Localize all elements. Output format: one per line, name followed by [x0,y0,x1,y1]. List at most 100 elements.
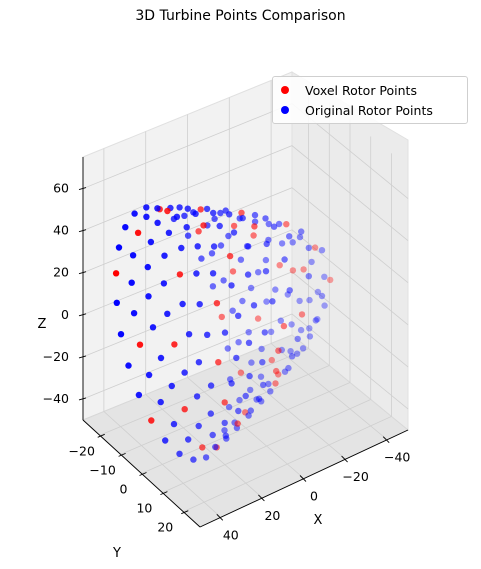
original-rotor-point [262,215,269,222]
voxel-rotor-point [238,209,245,216]
original-rotor-point [235,339,242,346]
original-rotor-point [209,431,216,439]
original-rotor-point [208,250,216,257]
original-rotor-point [135,391,143,399]
voxel-rotor-point [234,420,241,427]
y-tick-mark [118,452,126,457]
original-rotor-point [318,247,326,254]
original-rotor-point [255,395,263,402]
original-rotor-point [131,210,138,217]
original-rotor-point [289,239,296,246]
voxel-rotor-point [148,417,155,424]
z-axis-label: Z [38,317,47,332]
original-rotor-point [193,270,200,277]
original-rotor-point [220,277,227,284]
original-rotor-point [260,381,267,389]
original-rotor-point [143,204,150,211]
y-tick-mark [139,472,147,476]
original-rotor-point [130,310,138,317]
original-rotor-point [270,223,278,230]
original-rotor-point [207,410,214,417]
legend-marker-original [281,106,289,114]
original-rotor-point [195,359,203,366]
original-rotor-point [164,310,171,317]
original-rotor-point [236,396,243,404]
voxel-rotor-point [176,271,184,278]
voxel-rotor-point [254,315,262,322]
original-rotor-point [122,224,129,231]
y-tick-mark [181,510,189,515]
voxel-rotor-point [181,406,188,413]
z-tick-mark [78,397,87,401]
original-rotor-point [287,348,294,355]
original-rotor-point [211,215,218,222]
original-rotor-point [195,422,202,430]
x-tick-mark [382,436,390,444]
original-rotor-point [306,333,314,340]
original-rotor-point [181,369,188,376]
original-rotor-point [115,244,123,251]
original-rotor-point [277,317,284,324]
original-rotor-point [190,456,197,463]
original-rotor-point [113,299,121,306]
original-rotor-point [278,240,286,247]
original-rotor-point [247,386,254,394]
voxel-rotor-point [272,380,279,387]
voxel-rotor-point [134,229,142,236]
original-rotor-point [296,297,303,305]
original-rotor-point [263,240,270,248]
voxel-rotor-point [221,399,228,406]
original-rotor-point [261,329,268,336]
original-rotor-point [246,372,253,380]
original-rotor-point [228,380,235,387]
original-rotor-point [221,329,229,336]
original-rotor-point [165,229,173,236]
original-rotor-point [247,407,254,414]
data-points [112,204,334,463]
z-tick-label: 40 [53,223,69,238]
z-tick-label: −20 [43,349,69,364]
x-tick-label: −20 [342,469,368,484]
y-tick-label: −20 [69,443,95,458]
z-grid-line [82,229,409,326]
original-rotor-point [216,222,223,230]
voxel-rotor-point [213,300,221,307]
voxel-rotor-point [300,266,307,273]
voxel-rotor-point [283,221,290,228]
original-rotor-point [233,354,240,362]
z-tick-mark [78,271,87,275]
voxel-rotor-point [112,270,120,277]
voxel-rotor-point [311,244,319,251]
x-tick-label: 20 [264,508,280,523]
y-grid-line [141,382,351,474]
original-rotor-point [294,335,301,343]
y-axis-line [82,419,201,528]
voxel-rotor-point [199,444,206,451]
original-rotor-point [154,219,161,226]
legend-marker-voxel [281,86,289,94]
original-rotor-point [245,329,252,336]
original-rotor-point [262,268,270,275]
legend: Voxel Rotor Points Original Rotor Points [272,76,468,124]
original-rotor-point [305,273,312,280]
original-rotor-point [212,443,219,451]
original-rotor-point [173,213,181,220]
y-grid-line [183,416,392,513]
original-rotor-point [285,364,292,372]
voxel-rotor-point [242,409,249,416]
z-grid-line [82,313,409,410]
voxel-rotor-point [136,341,144,348]
original-rotor-point [267,328,275,335]
original-rotor-point [183,224,190,231]
original-rotor-point [160,280,168,287]
y-axis-label: Y [112,546,121,561]
original-rotor-point [149,324,157,331]
z-tick-mark [78,313,87,317]
original-rotor-point [162,437,169,444]
original-rotor-point [194,243,201,250]
original-rotor-point [228,282,235,289]
original-rotor-point [258,345,265,353]
original-rotor-point [210,243,218,250]
original-rotor-point [321,302,328,309]
